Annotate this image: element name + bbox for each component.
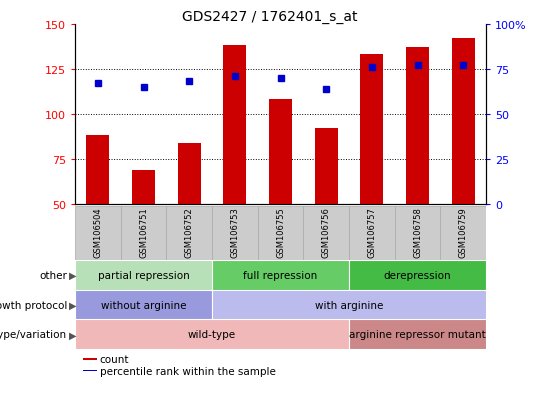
Bar	[406, 48, 429, 204]
Bar	[212, 206, 258, 260]
Text: arginine repressor mutant: arginine repressor mutant	[349, 330, 486, 339]
Text: other: other	[39, 270, 67, 280]
Bar	[86, 136, 109, 204]
Text: GSM106759: GSM106759	[458, 207, 468, 258]
Bar	[75, 260, 212, 290]
Text: GSM106755: GSM106755	[276, 207, 285, 258]
Text: GSM106756: GSM106756	[322, 207, 330, 258]
Bar	[315, 129, 338, 204]
Text: GSM106751: GSM106751	[139, 207, 148, 258]
Text: GSM106757: GSM106757	[367, 207, 376, 258]
Bar	[75, 290, 212, 320]
Text: wild-type: wild-type	[188, 330, 236, 339]
Text: genotype/variation: genotype/variation	[0, 330, 67, 339]
Bar	[349, 206, 395, 260]
Text: without arginine: without arginine	[101, 300, 186, 310]
Text: GSM106504: GSM106504	[93, 207, 103, 258]
Text: GSM106753: GSM106753	[231, 207, 239, 258]
Bar	[75, 206, 121, 260]
Text: count: count	[100, 354, 129, 364]
Bar	[178, 143, 201, 204]
Text: GSM106758: GSM106758	[413, 207, 422, 258]
Bar	[349, 260, 486, 290]
Bar	[75, 320, 349, 349]
Text: growth protocol: growth protocol	[0, 300, 67, 310]
Bar	[360, 55, 383, 204]
Text: GSM106752: GSM106752	[185, 207, 194, 258]
Bar	[212, 260, 349, 290]
Bar	[303, 206, 349, 260]
Bar	[349, 320, 486, 349]
Bar	[258, 206, 303, 260]
Bar	[395, 206, 440, 260]
Text: derepression: derepression	[384, 270, 451, 280]
Text: percentile rank within the sample: percentile rank within the sample	[100, 366, 275, 376]
Bar	[83, 358, 97, 360]
Text: with arginine: with arginine	[315, 300, 383, 310]
Bar	[440, 206, 486, 260]
Text: full repression: full repression	[244, 270, 318, 280]
Text: ▶: ▶	[69, 300, 76, 310]
Text: partial repression: partial repression	[98, 270, 190, 280]
Bar	[132, 170, 155, 204]
Bar	[166, 206, 212, 260]
Bar	[269, 100, 292, 204]
Bar	[121, 206, 166, 260]
Text: ▶: ▶	[69, 330, 76, 339]
Text: ▶: ▶	[69, 270, 76, 280]
Bar	[224, 46, 246, 204]
Bar	[212, 290, 486, 320]
Text: GDS2427 / 1762401_s_at: GDS2427 / 1762401_s_at	[183, 10, 357, 24]
Bar	[83, 370, 97, 372]
Bar	[452, 39, 475, 204]
